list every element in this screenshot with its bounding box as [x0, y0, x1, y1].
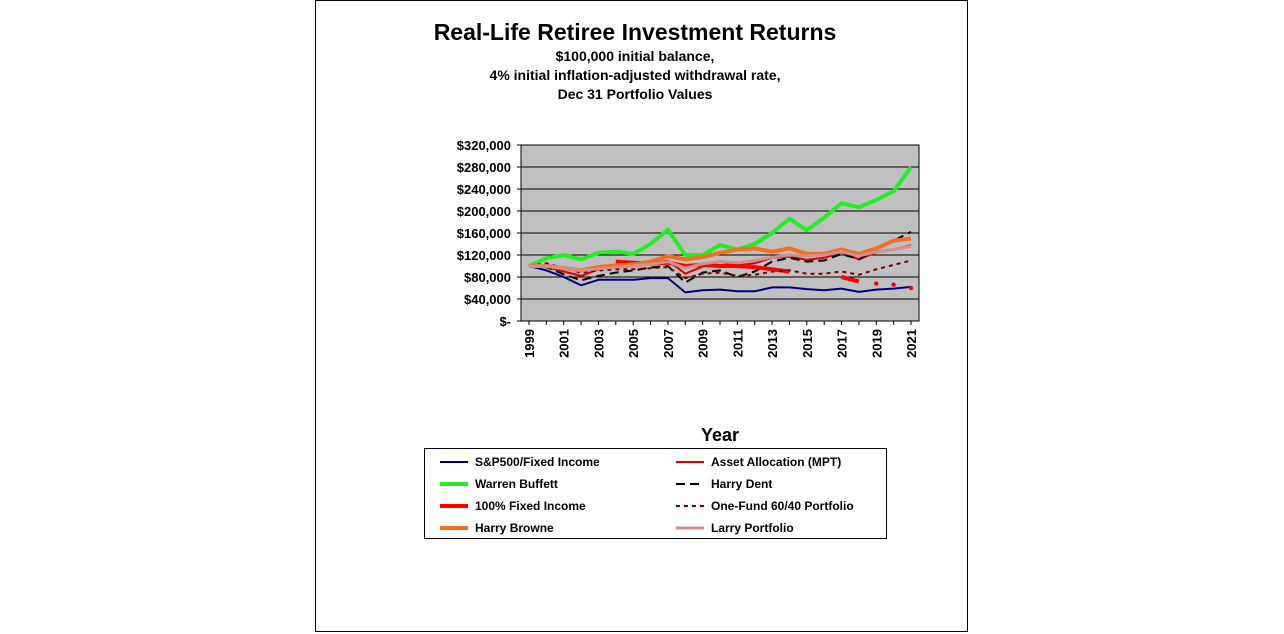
x-tick-label: 2017: [835, 329, 850, 358]
legend-item-asset-allocation-mpt: Asset Allocation (MPT): [675, 452, 841, 472]
legend-swatch: [440, 526, 468, 530]
legend-item-s-p500-fixed-income: S&P500/Fixed Income: [439, 452, 600, 472]
legend-swatch: [440, 482, 468, 486]
y-tick-label: $40,000: [464, 292, 511, 307]
legend-label: 100% Fixed Income: [475, 499, 586, 513]
x-tick-label: 2009: [696, 329, 711, 358]
x-tick-label: 2001: [557, 329, 572, 358]
y-tick-label: $120,000: [457, 248, 511, 263]
x-tick-label: 2011: [730, 329, 745, 357]
series-line-s-p500-fixed-income: [528, 265, 912, 294]
series-line-harry-dent: [528, 231, 912, 284]
fixed-income-point: [908, 285, 914, 291]
legend-label: Harry Browne: [475, 521, 554, 535]
chart-title: Real-Life Retiree Investment Returns: [433, 19, 837, 45]
series-line-larry-portfolio: [529, 244, 912, 272]
y-tick-label: $80,000: [464, 270, 511, 285]
legend-label: Harry Dent: [711, 477, 773, 491]
legend-item-larry-portfolio: Larry Portfolio: [675, 518, 794, 538]
y-tick-label: $280,000: [457, 160, 511, 175]
x-tick-label: 2005: [626, 329, 641, 358]
series-line-one-fund-60-40-portfolio: [528, 259, 912, 280]
y-tick-label: $200,000: [457, 204, 511, 219]
x-tick-label: 2015: [800, 329, 815, 358]
x-axis-label: Year: [700, 425, 740, 445]
x-tick-label: 2003: [591, 329, 606, 358]
series-line-100-fixed-income: [841, 275, 860, 284]
legend-swatch: [440, 504, 468, 508]
chart-subtitle-line-1: $100,000 initial balance,: [555, 48, 715, 64]
x-tick-label: 1999: [522, 329, 537, 358]
y-tick-label: $-: [499, 314, 511, 329]
legend-item-harry-browne: Harry Browne: [439, 518, 554, 538]
legend-swatch: [440, 461, 468, 463]
chart-subtitle-line-2: 4% initial inflation-adjusted withdrawal…: [489, 67, 781, 83]
legend-swatch: [676, 526, 704, 530]
legend-item-harry-dent: Harry Dent: [675, 474, 772, 494]
legend-swatch: [676, 505, 704, 507]
legend: S&P500/Fixed Income Asset Allocation (MPT…: [424, 448, 887, 539]
x-tick-label: 2007: [661, 329, 676, 358]
x-tick-label: 2019: [869, 329, 884, 358]
chart-subtitle-line-3: Dec 31 Portfolio Values: [557, 86, 713, 102]
x-tick-label: 2013: [765, 329, 780, 358]
legend-label: One-Fund 60/40 Portfolio: [711, 499, 854, 513]
y-tick-label: $160,000: [457, 226, 511, 241]
legend-swatch: [676, 483, 704, 485]
legend-label: Warren Buffett: [475, 477, 558, 491]
legend-item-warren-buffett: Warren Buffett: [439, 474, 558, 494]
fixed-income-point: [891, 282, 896, 287]
legend-item-one-fund-60-40-portfolio: One-Fund 60/40 Portfolio: [675, 496, 854, 516]
series-line-warren-buffett: [528, 165, 913, 268]
legend-label: Asset Allocation (MPT): [711, 455, 842, 469]
x-tick-label: 2021: [904, 329, 919, 358]
legend-label: Larry Portfolio: [711, 521, 794, 535]
legend-item-100-fixed-income: 100% Fixed Income: [439, 496, 586, 516]
y-tick-label: $240,000: [457, 182, 511, 197]
legend-label: S&P500/Fixed Income: [475, 455, 600, 469]
fixed-income-point: [874, 281, 879, 286]
legend-swatch: [676, 461, 704, 463]
y-tick-label: $320,000: [457, 138, 511, 153]
